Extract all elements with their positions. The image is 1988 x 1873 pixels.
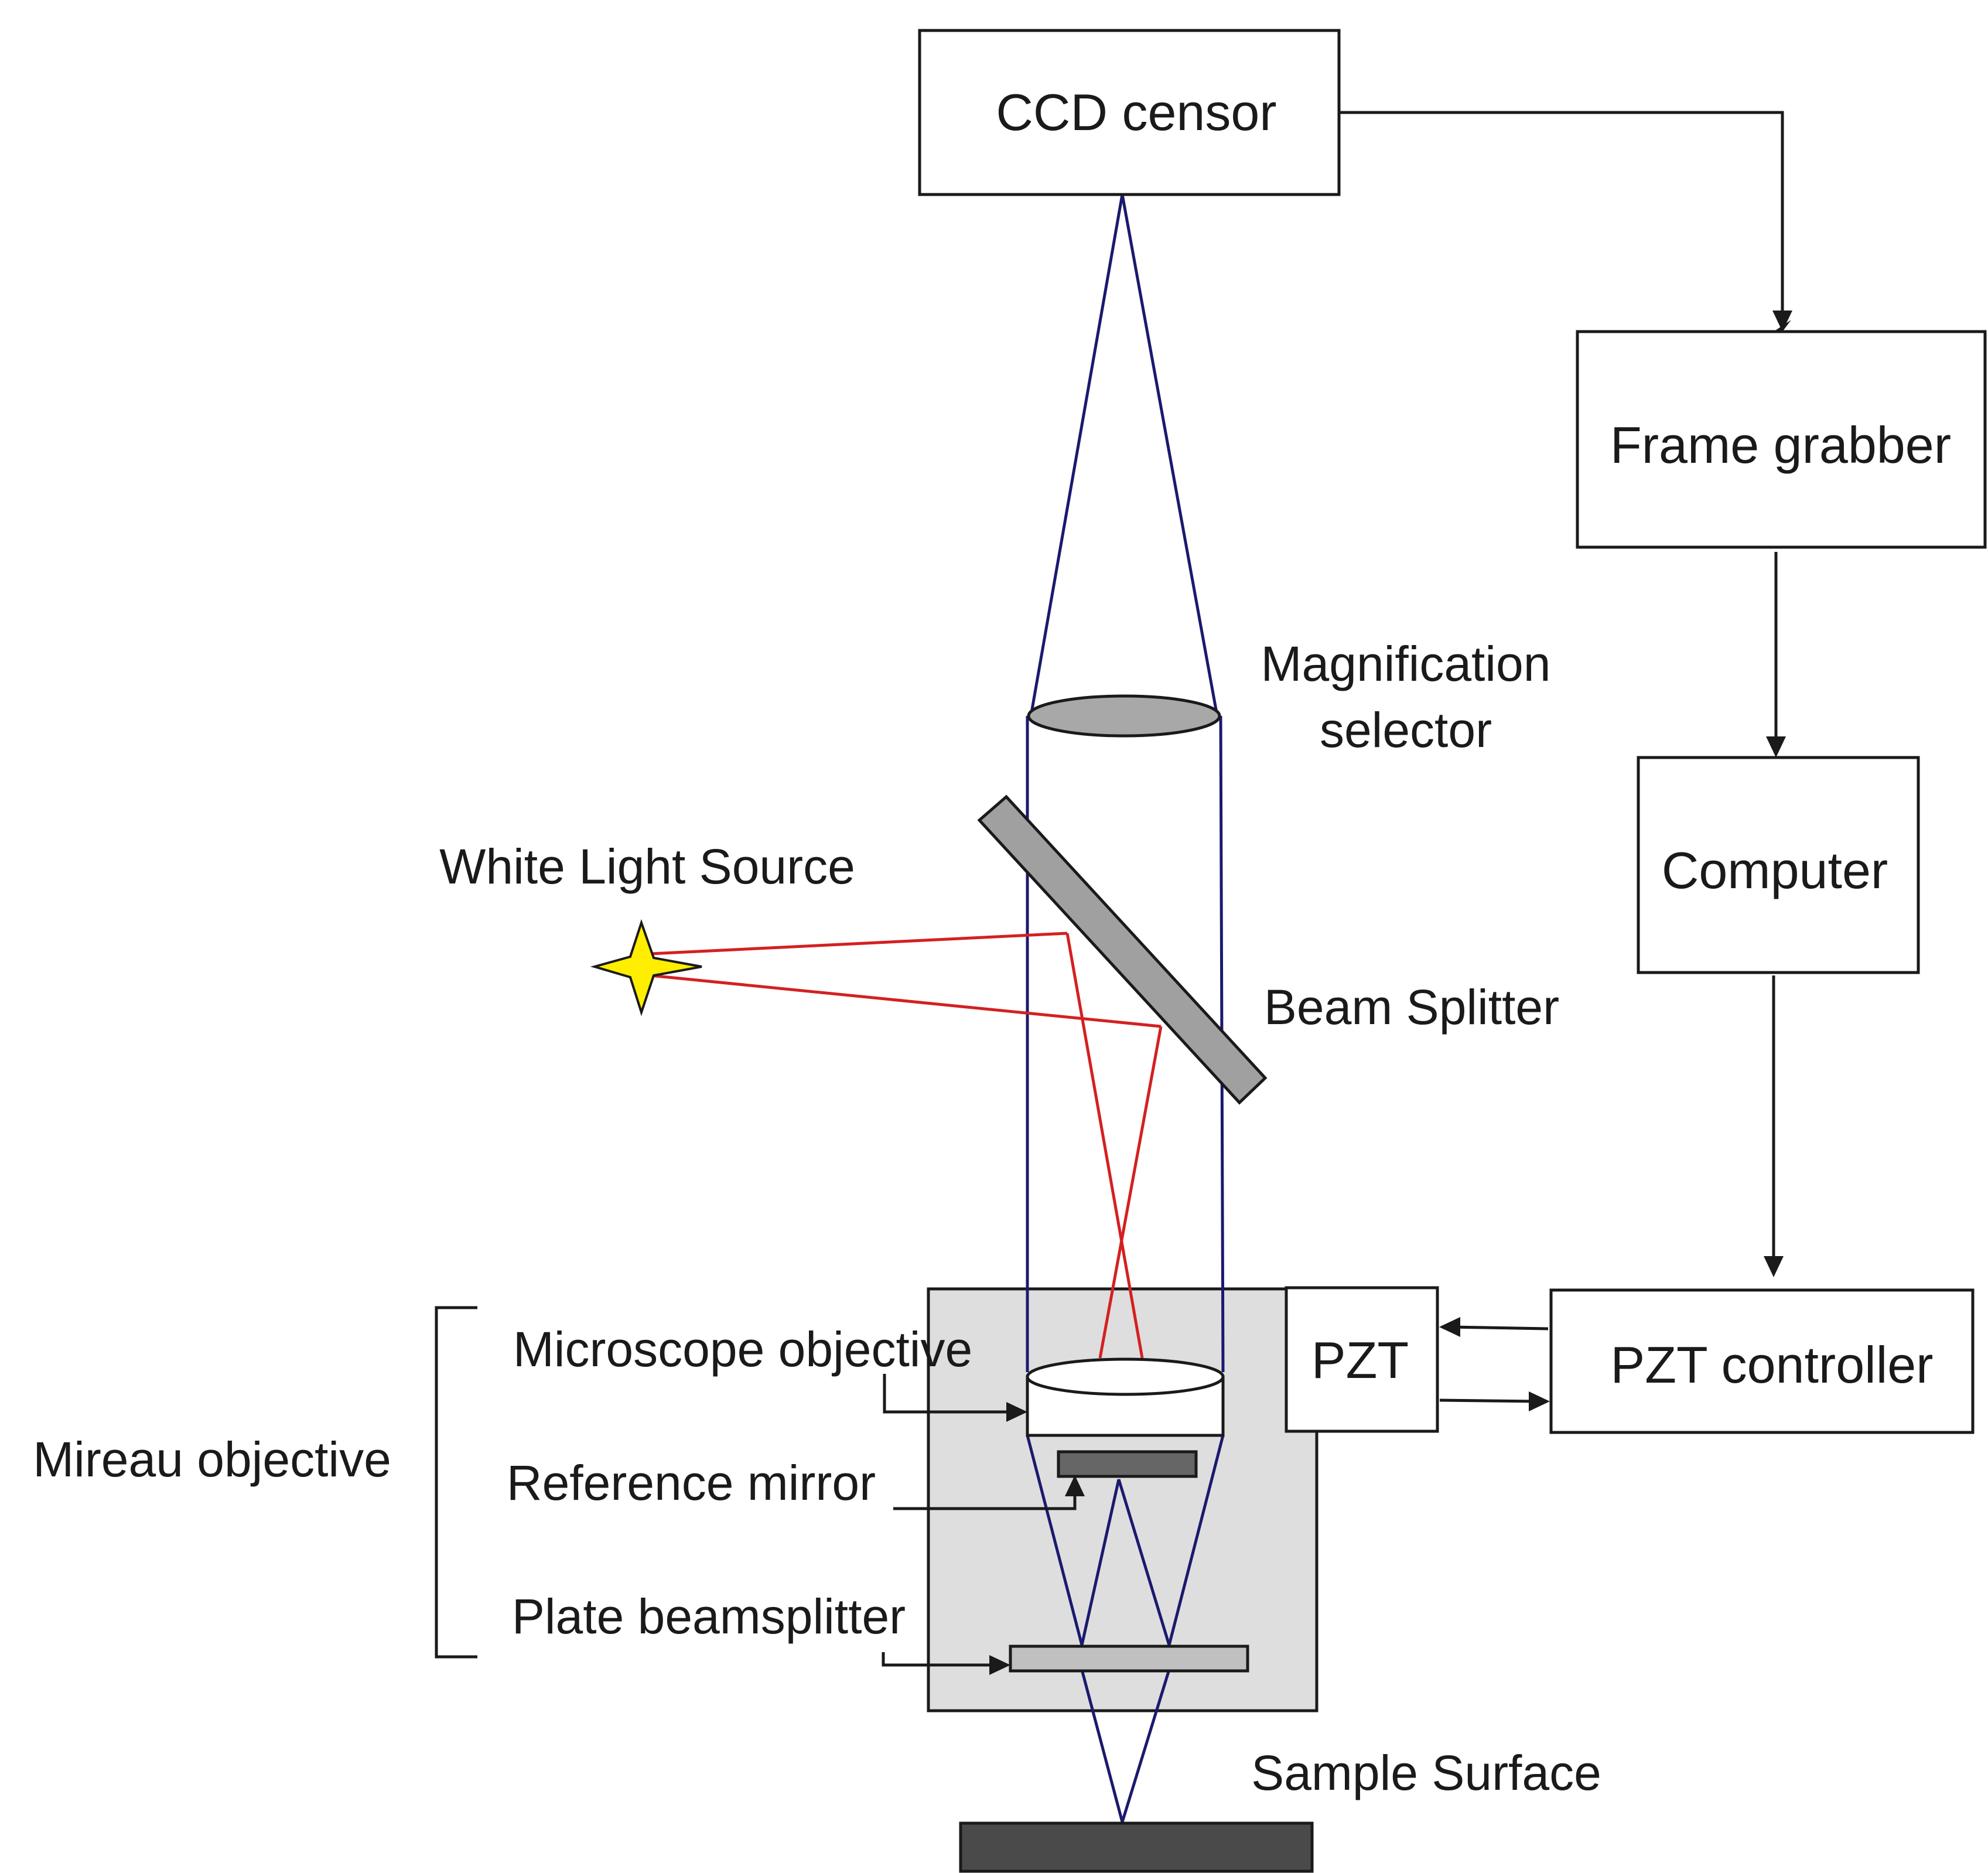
reference-mirror	[1057, 1450, 1198, 1478]
light-rays	[650, 932, 1163, 1359]
microscope-objective-lens-icon	[1026, 1357, 1225, 1437]
beam-splitter	[977, 794, 1268, 1105]
pzt-label: PZT	[1311, 1331, 1409, 1389]
signal-connectors	[435, 111, 1784, 1667]
pzt-controller-label: PZT controller	[1611, 1336, 1934, 1394]
white-light-source-label: White Light Source	[439, 839, 855, 894]
magnification-selector-label-line1: Magnification	[1261, 636, 1551, 691]
reference-mirror-label: Reference mirror	[507, 1455, 876, 1510]
frame-grabber-label: Frame grabber	[1610, 416, 1951, 474]
beam-splitter-label: Beam Splitter	[1264, 980, 1559, 1035]
microscope-objective-label: Microscope objective	[513, 1322, 972, 1377]
mireau-objective-label: Mireau objective	[33, 1432, 391, 1487]
magnification-selector-label-line2: selector	[1320, 702, 1492, 758]
optical-path	[1026, 194, 1225, 1823]
magnification-selector-lens-icon	[1027, 694, 1221, 738]
sample-surface-label: Sample Surface	[1251, 1745, 1601, 1800]
frame-grabber-box	[1576, 330, 1987, 549]
computer-label: Computer	[1662, 841, 1888, 899]
white-light-source-star-icon	[590, 919, 702, 1016]
arrowheads	[989, 311, 1792, 1675]
ccd-censor-label: CCD censor	[996, 83, 1276, 141]
plate-beamsplitter-label: Plate beamsplitter	[512, 1589, 906, 1644]
computer-box	[1637, 756, 1920, 974]
pzt-box	[1285, 1286, 1439, 1433]
ccd-censor-box	[918, 29, 1341, 196]
plate-beamsplitter	[1009, 1645, 1249, 1673]
pzt-controller-box	[1549, 1288, 1975, 1434]
sample-surface	[959, 1821, 1314, 1873]
